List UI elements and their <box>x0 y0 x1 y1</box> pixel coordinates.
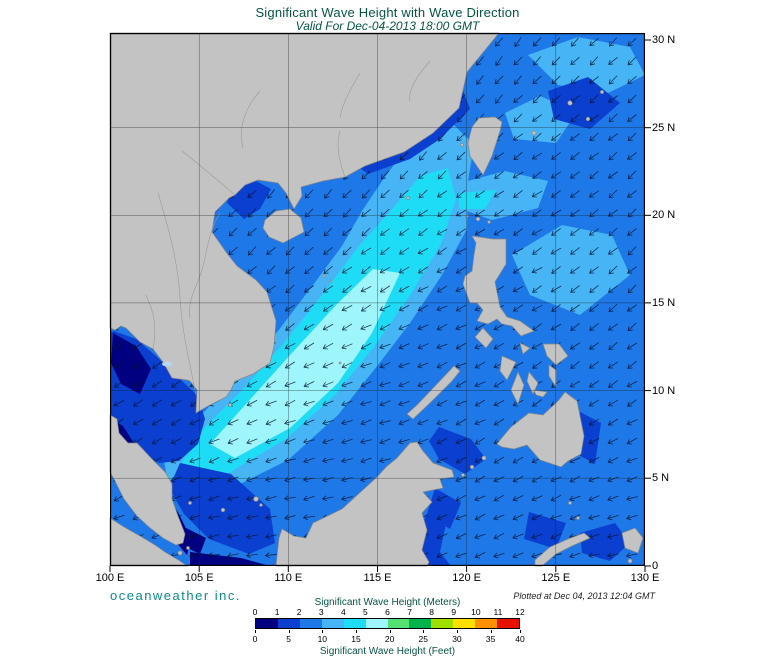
lon-tick-label: 100 E <box>95 572 125 584</box>
lat-tick-label: 25 N <box>652 121 676 134</box>
meters-tick-value: 4 <box>340 607 346 617</box>
landmass-asia-mainland <box>109 32 500 414</box>
feet-tick-value: 25 <box>418 634 428 644</box>
landmass-malay-peninsula <box>109 414 186 546</box>
meters-tick-value: 6 <box>385 607 390 617</box>
map-plot <box>109 32 651 572</box>
feet-tick-value: 10 <box>317 634 328 644</box>
legend-meters-ticks: 0 1 2 3 4 5 6 7 8 9 10 11 12 <box>252 607 525 617</box>
legend-feet-ticks: 0 5 10 15 20 25 30 35 40 <box>252 630 525 644</box>
lon-tick-label: 120 E <box>452 572 481 584</box>
island-palawan <box>406 365 461 420</box>
feet-tick-value: 0 <box>252 634 258 644</box>
branding-oceanweather: oceanweather inc. <box>110 588 242 603</box>
axis-ticks <box>109 39 651 572</box>
lat-tick-label: 5 N <box>652 472 670 485</box>
lat-tick-label: 0 <box>652 560 659 572</box>
land-masses <box>109 32 644 567</box>
island-sumatra <box>109 517 189 567</box>
lon-tick-label: 110 E <box>274 572 303 584</box>
meters-tick-value: 9 <box>451 607 457 617</box>
islands-small <box>177 90 633 564</box>
colorbar-segment <box>497 619 520 628</box>
map-frame <box>110 33 645 566</box>
island-hainan <box>262 208 305 244</box>
islands-visayas <box>474 327 569 405</box>
colorbar-segment <box>387 619 410 628</box>
feet-tick-value: 20 <box>384 634 395 644</box>
island-halmahera <box>621 527 644 554</box>
feet-tick-value: 30 <box>452 634 462 644</box>
legend-meters-label: Significant Wave Height (Meters) <box>314 597 461 608</box>
feet-tick-value: 5 <box>286 634 292 644</box>
island-mindanao <box>496 391 585 468</box>
legend-feet-label: Significant Wave Height (Feet) <box>319 646 456 657</box>
meters-tick-value: 11 <box>493 607 503 617</box>
meters-tick-value: 2 <box>296 607 302 617</box>
lake-tonle-sap <box>162 361 172 367</box>
colorbar-segment <box>453 619 476 628</box>
feet-tick-value: 15 <box>351 634 361 644</box>
meters-tick-value: 1 <box>274 607 280 617</box>
meters-tick-value: 10 <box>471 607 481 617</box>
meters-tick-value: 12 <box>515 607 525 617</box>
chart-title: Significant Wave Height with Wave Direct… <box>255 5 520 20</box>
lat-tick-label: 20 N <box>652 209 676 222</box>
meters-tick-value: 3 <box>318 607 324 617</box>
lat-tick-label: 30 N <box>652 34 676 46</box>
colorbar <box>255 618 520 629</box>
colorbar-segment <box>277 619 300 628</box>
feet-tick-value: 35 <box>485 634 496 644</box>
colorbar-segment <box>475 619 498 628</box>
island-luzon <box>462 235 535 337</box>
island-borneo <box>275 441 455 567</box>
meters-tick-value: 0 <box>252 607 258 617</box>
plot-timestamp: Plotted at Dec 04, 2013 12:04 GMT <box>513 591 655 601</box>
island-taiwan <box>467 116 503 176</box>
island-sulawesi-arm <box>534 532 591 567</box>
lat-tick-label: 15 N <box>652 296 676 309</box>
colorbar-segment <box>321 619 344 628</box>
colorbar-segment <box>409 619 432 628</box>
colorbar-segment <box>431 619 454 628</box>
colorbar-segment <box>365 619 388 628</box>
meters-tick-value: 8 <box>429 607 435 617</box>
meters-tick-value: 5 <box>363 607 368 617</box>
colorbar-segment <box>343 619 366 628</box>
lon-tick-label: 115 E <box>363 572 392 584</box>
meters-tick-value: 7 <box>407 607 412 617</box>
grid-lines <box>110 33 645 566</box>
chart-subtitle: Valid For Dec-04-2013 18:00 GMT <box>295 19 480 33</box>
feet-tick-value: 40 <box>515 634 525 644</box>
colorbar-segment <box>256 619 278 628</box>
colorbar-segment <box>299 619 322 628</box>
lat-tick-label: 10 N <box>652 384 676 397</box>
lon-tick-label: 105 E <box>184 572 214 584</box>
lon-tick-label: 125 E <box>541 572 571 584</box>
lon-tick-label: 130 E <box>630 572 660 584</box>
